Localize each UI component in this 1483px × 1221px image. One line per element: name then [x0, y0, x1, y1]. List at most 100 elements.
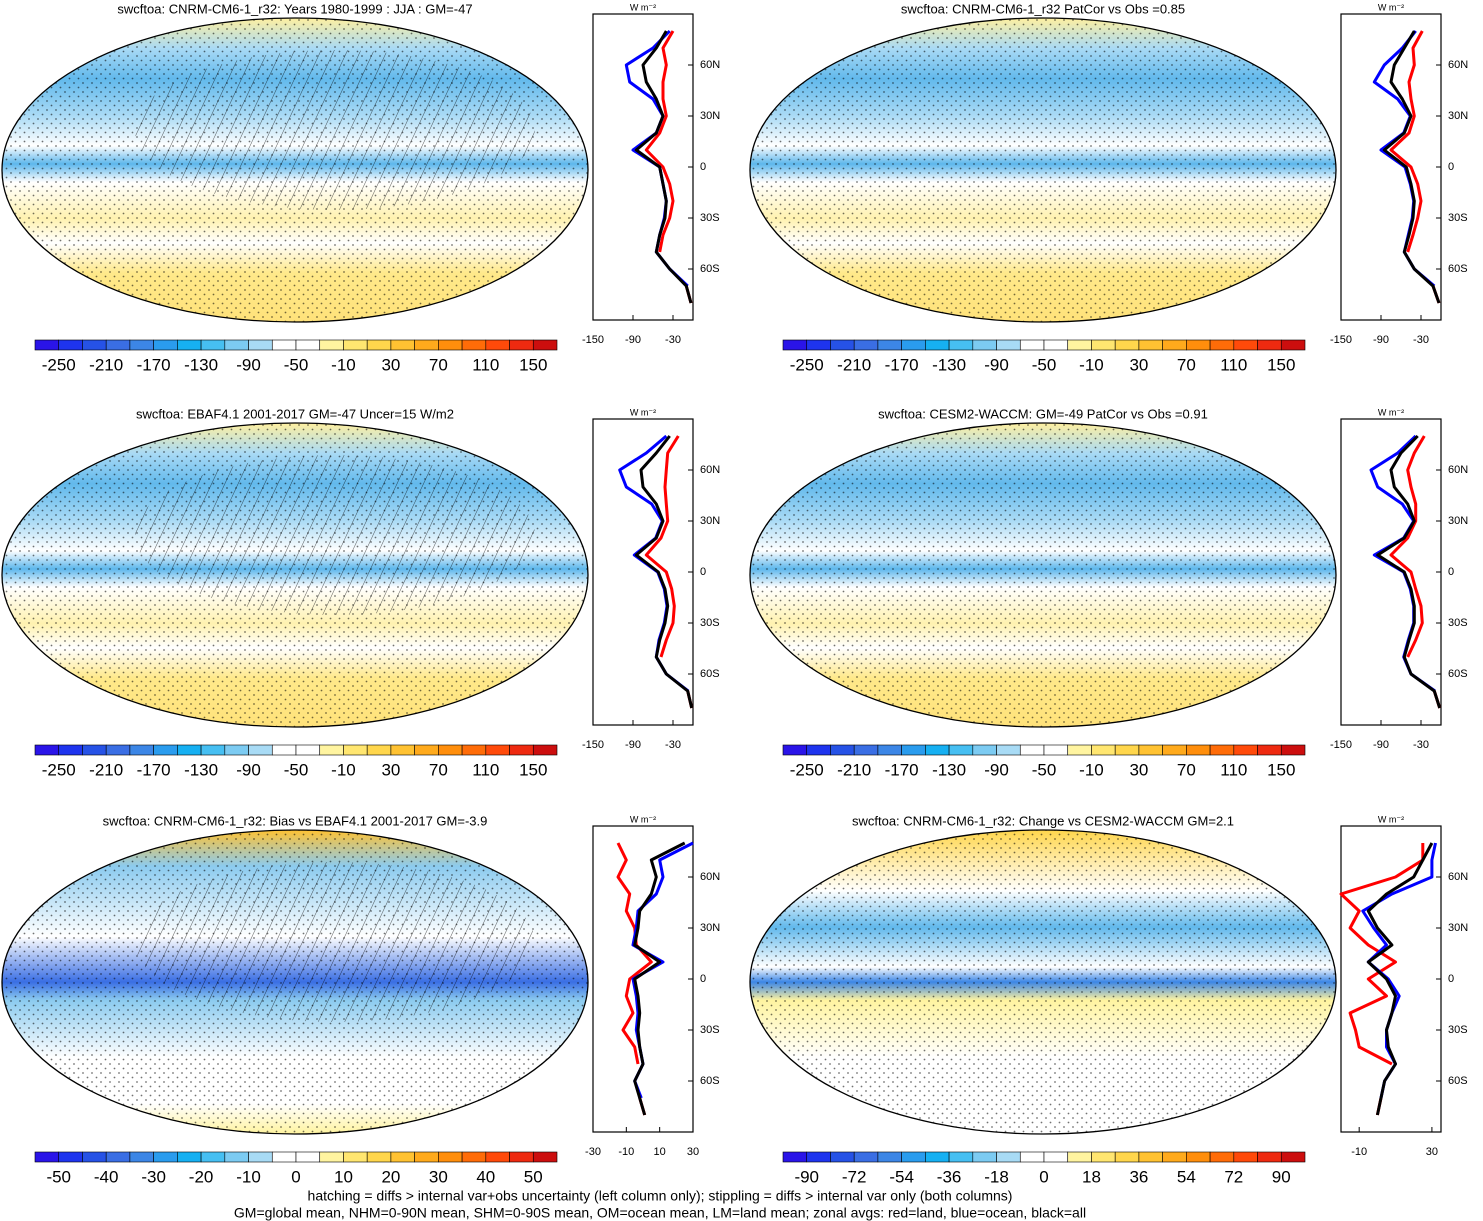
- colorbar-box: [485, 744, 510, 756]
- colorbar-label: 20: [381, 1167, 400, 1186]
- colorbar-box: [438, 1151, 463, 1163]
- colorbar-box: [1162, 744, 1187, 756]
- colorbar-label: 18: [1082, 1167, 1101, 1186]
- x-tick-label: -150: [1330, 739, 1352, 751]
- colorbar-label: -130: [184, 355, 218, 374]
- colorbar-box: [853, 339, 879, 351]
- colorbar-label: 110: [472, 760, 499, 779]
- colorbar-label: -250: [42, 760, 76, 779]
- map-border: [1, 829, 589, 1135]
- panel-title: swcftoa: CNRM-CM6-1_r32: Bias vs EBAF4.1…: [103, 813, 488, 828]
- map-border: [749, 17, 1337, 323]
- colorbar-label: -170: [885, 355, 919, 374]
- colorbar-label: -130: [932, 355, 966, 374]
- colorbar-box: [200, 1151, 226, 1163]
- colorbar-box: [1067, 1151, 1092, 1163]
- x-tick-label: -30: [665, 334, 681, 346]
- colorbar-box: [509, 339, 534, 351]
- colorbar-box: [105, 1151, 131, 1163]
- y-tick-label: 30S: [1448, 212, 1468, 224]
- colorbar-box: [1091, 1151, 1116, 1163]
- map-hatch: [135, 862, 535, 1022]
- colorbar-label: 30: [381, 760, 400, 779]
- colorbar-box: [948, 744, 974, 756]
- colorbar-label: -54: [889, 1167, 914, 1186]
- colorbar-box: [200, 744, 226, 756]
- colorbar-box: [1209, 339, 1235, 351]
- colorbar-label: 70: [1177, 355, 1196, 374]
- y-tick-label: 60N: [1448, 464, 1468, 476]
- colorbar-box: [1114, 1151, 1140, 1163]
- y-tick-label: 60S: [700, 263, 720, 275]
- colorbar-box: [853, 744, 879, 756]
- colorbar-box: [1019, 1151, 1045, 1163]
- zonal-frame: [592, 825, 694, 1133]
- x-tick-label: -150: [582, 334, 604, 346]
- colorbar-label: -18: [984, 1167, 1009, 1186]
- y-tick-label: 60S: [1448, 263, 1468, 275]
- panel-title: swcftoa: CNRM-CM6-1_r32: Change vs CESM2…: [852, 813, 1234, 828]
- colorbar-box: [414, 1151, 439, 1163]
- colorbar-box: [1019, 339, 1045, 351]
- colorbar-box: [925, 1151, 950, 1163]
- colorbar-box: [532, 744, 558, 756]
- colorbar-label: -10: [331, 355, 356, 374]
- colorbar-label: 150: [1267, 355, 1295, 374]
- colorbar-box: [1067, 744, 1092, 756]
- colorbar-box: [295, 1151, 321, 1163]
- colorbar-label: 36: [1129, 1167, 1148, 1186]
- panel-title: swcftoa: CNRM-CM6-1_r32: Years 1980-1999…: [117, 1, 472, 16]
- colorbar-box: [1186, 744, 1211, 756]
- colorbar-box: [782, 744, 808, 756]
- y-tick-label: 0: [700, 566, 706, 578]
- colorbar-box: [1209, 1151, 1235, 1163]
- colorbar-box: [509, 744, 534, 756]
- zonal-line: [1339, 843, 1425, 1116]
- colorbar-box: [532, 1151, 558, 1163]
- x-tick-label: -90: [1373, 334, 1389, 346]
- colorbar-label: -10: [1079, 760, 1104, 779]
- x-tick-label: -10: [1351, 1146, 1367, 1158]
- colorbar-box: [224, 744, 249, 756]
- colorbar-box: [1162, 1151, 1187, 1163]
- colorbar-label: 50: [524, 1167, 543, 1186]
- colorbar-label: -210: [837, 355, 871, 374]
- colorbar-box: [461, 339, 487, 351]
- colorbar-label: -210: [837, 760, 871, 779]
- colorbar-label: -90: [794, 1167, 819, 1186]
- colorbar-box: [782, 339, 808, 351]
- y-tick-label: 0: [700, 161, 706, 173]
- colorbar-box: [509, 1151, 534, 1163]
- colorbar-box: [58, 1151, 83, 1163]
- colorbar-box: [343, 339, 368, 351]
- colorbar-label: -170: [885, 760, 919, 779]
- colorbar-label: -36: [937, 1167, 962, 1186]
- colorbar-label: -250: [790, 760, 824, 779]
- x-tick-label: -30: [585, 1146, 601, 1158]
- colorbar-box: [996, 339, 1021, 351]
- colorbar-box: [295, 339, 321, 351]
- colorbar-box: [224, 1151, 249, 1163]
- zonal-frame: [592, 418, 694, 726]
- colorbar-box: [390, 1151, 415, 1163]
- zonal-line: [634, 435, 694, 709]
- footer-note: hatching = diffs > internal var+obs unce…: [308, 1188, 1013, 1204]
- colorbar-box: [248, 744, 273, 756]
- colorbar-label: -30: [141, 1167, 166, 1186]
- colorbar-label: 110: [1220, 760, 1247, 779]
- zonal-line: [1382, 30, 1441, 304]
- colorbar-box: [1233, 339, 1258, 351]
- colorbar-box: [830, 1151, 855, 1163]
- y-tick-label: 30N: [1448, 515, 1468, 527]
- unit-label: W m⁻²: [630, 407, 656, 417]
- colorbar-label: 70: [1177, 760, 1196, 779]
- colorbar-label: 30: [381, 355, 400, 374]
- colorbar-label: 70: [429, 355, 448, 374]
- colorbar-label: 90: [1272, 1167, 1291, 1186]
- colorbar-box: [34, 339, 60, 351]
- x-tick-label: 30: [1426, 1146, 1438, 1158]
- x-tick-label: -90: [1373, 739, 1389, 751]
- colorbar-label: -250: [790, 355, 824, 374]
- y-tick-label: 30N: [700, 110, 720, 122]
- colorbar-box: [830, 339, 855, 351]
